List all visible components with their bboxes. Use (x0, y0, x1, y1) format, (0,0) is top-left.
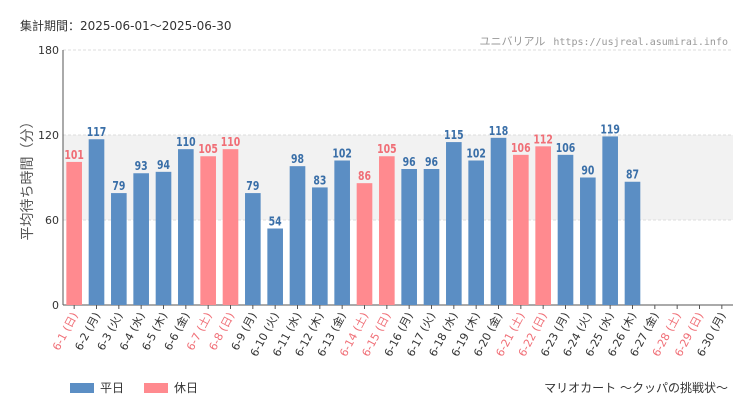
bar (88, 139, 105, 305)
y-axis-label: 平均待ち時間（分） (20, 115, 36, 241)
bar (401, 169, 417, 305)
attraction-name: マリオカート ～クッパの挑戦状～ (544, 381, 728, 395)
bar-value-label: 83 (313, 173, 326, 187)
bar-value-label: 102 (466, 146, 486, 160)
bar (334, 160, 350, 305)
source-url[interactable]: https://usjreal.asumirai.info (553, 37, 728, 48)
y-tick-label: 180 (38, 44, 59, 57)
legend-item-holiday: 休日 (144, 379, 198, 396)
bar-value-label: 118 (489, 124, 509, 138)
bar-value-label: 105 (198, 142, 218, 156)
bar-value-label: 117 (87, 125, 107, 139)
bar-value-label: 106 (511, 141, 531, 155)
legend-swatch-weekday (70, 382, 94, 393)
bar-value-label: 98 (291, 152, 304, 166)
bar-value-label: 87 (626, 168, 639, 182)
bar-value-label: 112 (533, 132, 553, 146)
bar (312, 187, 328, 305)
bar (155, 171, 172, 305)
legend-swatch-holiday (144, 382, 169, 393)
bar-value-label: 105 (377, 142, 397, 156)
bar-value-label: 110 (176, 135, 196, 149)
bar (289, 166, 306, 305)
bar (178, 149, 194, 305)
bar-value-label: 79 (246, 179, 259, 193)
bar (356, 183, 373, 305)
bar (513, 154, 529, 305)
bar (557, 154, 574, 305)
bar (66, 161, 82, 305)
source-name: ユニバリアル (479, 35, 546, 48)
bar (580, 177, 596, 305)
bar-value-label: 102 (332, 146, 352, 160)
bar (245, 193, 261, 305)
bar-value-label: 106 (556, 141, 576, 155)
source-credit[interactable]: ユニバリアル https://usjreal.asumirai.info (480, 33, 729, 49)
bar (423, 169, 440, 305)
bar (111, 193, 127, 305)
bar-value-label: 79 (112, 179, 125, 193)
bar-value-label: 90 (581, 163, 594, 177)
legend-label-holiday: 休日 (174, 381, 199, 395)
bar (446, 142, 462, 305)
y-tick-label: 120 (38, 129, 59, 142)
bar-value-label: 93 (135, 159, 148, 173)
bar (200, 156, 216, 305)
bar (624, 181, 641, 305)
bar (133, 173, 149, 305)
bar-value-label: 86 (358, 169, 371, 183)
bar (468, 160, 484, 305)
bar-value-label: 94 (157, 158, 170, 172)
bar-value-label: 96 (425, 155, 438, 169)
legend-label-weekday: 平日 (100, 381, 125, 395)
bar (490, 137, 507, 305)
y-tick-label: 60 (45, 214, 59, 227)
bar-value-label: 101 (64, 148, 84, 162)
bar (267, 228, 283, 305)
legend: 平日 休日 (70, 379, 218, 396)
bar (222, 149, 239, 305)
bar-value-label: 115 (444, 128, 464, 142)
bar-value-label: 110 (221, 135, 241, 149)
bar (535, 146, 551, 305)
legend-item-weekday: 平日 (70, 379, 124, 396)
bar (379, 156, 395, 305)
bar-value-label: 119 (600, 122, 620, 136)
bar (602, 136, 618, 305)
bar-value-label: 96 (403, 155, 416, 169)
y-tick-label: 0 (52, 299, 59, 312)
bar-value-label: 54 (269, 214, 282, 228)
shaded-band (63, 135, 733, 220)
period-label: 集計期間：2025-06-01～2025-06-30 (20, 19, 232, 33)
